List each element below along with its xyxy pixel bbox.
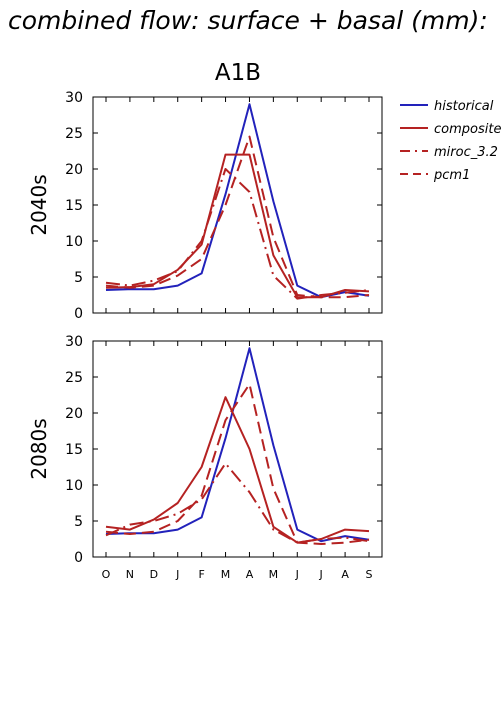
x-tick-label: J	[175, 568, 179, 581]
x-tick-label: A	[246, 568, 254, 581]
y-tick-label: 0	[74, 306, 83, 322]
series-line-pcm1	[105, 135, 370, 299]
y-tick-label: 10	[65, 234, 83, 250]
series-line-miroc-3-2	[105, 462, 370, 544]
series-line-pcm1	[105, 383, 370, 545]
y-tick-label: 30	[65, 90, 83, 106]
legend: historical composite miroc_3.2 pcm1	[400, 99, 501, 183]
plot-frame	[92, 96, 383, 314]
series-line-composite	[105, 396, 370, 544]
figure-title: combined flow: surface + basal (mm):	[8, 6, 488, 35]
x-tick-label: J	[295, 568, 299, 581]
series-line-composite	[105, 153, 370, 299]
plot-frame	[92, 340, 383, 558]
x-tick-label: N	[126, 568, 134, 581]
y-tick-label: 20	[65, 406, 83, 422]
series-line-historical	[105, 103, 370, 299]
x-tick-label: M	[221, 568, 231, 581]
x-tick-label: F	[198, 568, 204, 581]
series-line-miroc-3-2	[105, 168, 370, 300]
x-tick-label: A	[341, 568, 349, 581]
x-tick-label: M	[269, 568, 279, 581]
y-tick-label: 5	[74, 270, 83, 286]
y-axis-label: 2040s	[27, 174, 51, 235]
scenario-label: A1B	[215, 60, 261, 86]
x-tick-label: D	[150, 568, 158, 581]
legend-label: composite	[434, 122, 501, 137]
series-line-historical	[105, 347, 370, 543]
x-tick-label: S	[366, 568, 373, 581]
x-tick-label: O	[102, 568, 111, 581]
legend-label: pcm1	[433, 168, 470, 183]
legend-label: historical	[434, 99, 494, 114]
y-tick-label: 0	[74, 550, 83, 566]
y-tick-label: 25	[65, 126, 83, 142]
y-tick-label: 15	[65, 442, 83, 458]
panel-2040s: 2040s 0 5 10 15 20 25 30	[27, 90, 383, 322]
panel-2080s: 2080s 0 5 10 15 20 25 30 O N D J F M A M J J A S	[27, 334, 383, 581]
x-tick-label: J	[319, 568, 323, 581]
y-axis-label: 2080s	[27, 418, 51, 479]
y-tick-label: 20	[65, 162, 83, 178]
y-tick-label: 30	[65, 334, 83, 350]
y-tick-label: 10	[65, 478, 83, 494]
y-tick-label: 5	[74, 514, 83, 530]
y-tick-label: 15	[65, 198, 83, 214]
legend-label: miroc_3.2	[434, 145, 498, 160]
y-tick-label: 25	[65, 370, 83, 386]
